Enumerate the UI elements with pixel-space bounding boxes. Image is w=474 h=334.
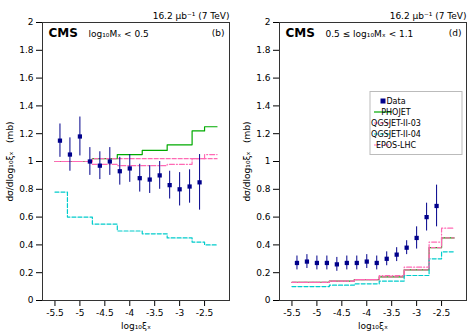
svg-text:QGSJET-II-04: QGSJET-II-04	[371, 130, 421, 139]
svg-text:-5: -5	[312, 308, 321, 318]
svg-text:1.4: 1.4	[19, 101, 34, 111]
svg-text:-4: -4	[125, 308, 134, 318]
svg-text:-4.5: -4.5	[333, 308, 351, 318]
svg-text:16.2 μb⁻¹ (7 TeV): 16.2 μb⁻¹ (7 TeV)	[153, 11, 230, 21]
svg-text:CMS: CMS	[49, 26, 78, 40]
svg-text:PHOJET: PHOJET	[381, 108, 411, 117]
svg-text:CMS: CMS	[286, 26, 315, 40]
svg-text:Data: Data	[386, 97, 405, 106]
svg-text:2: 2	[265, 17, 271, 27]
svg-text:1.6: 1.6	[256, 73, 271, 83]
svg-text:0.6: 0.6	[256, 212, 271, 222]
svg-text:dσ/dlog₁₀ξₓ (mb): dσ/dlog₁₀ξₓ (mb)	[5, 121, 15, 201]
svg-text:-5: -5	[75, 308, 84, 318]
svg-text:16.2 μb⁻¹ (7 TeV): 16.2 μb⁻¹ (7 TeV)	[390, 11, 467, 21]
svg-text:-2.5: -2.5	[196, 308, 214, 318]
svg-text:-5.5: -5.5	[46, 308, 64, 318]
svg-text:2: 2	[28, 17, 34, 27]
svg-text:log₁₀ξₓ: log₁₀ξₓ	[121, 321, 151, 331]
svg-text:EPOS-LHC: EPOS-LHC	[376, 141, 417, 150]
svg-text:QGSJET-II-03: QGSJET-II-03	[371, 119, 421, 128]
svg-text:1.8: 1.8	[256, 45, 271, 55]
svg-text:-4: -4	[362, 308, 371, 318]
svg-text:1.8: 1.8	[19, 45, 34, 55]
svg-text:-2.5: -2.5	[433, 308, 451, 318]
svg-text:1.2: 1.2	[19, 129, 33, 139]
svg-text:0: 0	[28, 295, 34, 305]
svg-text:-3.5: -3.5	[383, 308, 401, 318]
svg-text:log₁₀ξₓ: log₁₀ξₓ	[358, 321, 388, 331]
svg-text:-3.5: -3.5	[146, 308, 164, 318]
svg-text:1.6: 1.6	[19, 73, 34, 83]
svg-text:1: 1	[28, 156, 34, 166]
svg-text:0: 0	[265, 295, 271, 305]
svg-text:0.6: 0.6	[19, 212, 34, 222]
svg-text:0.2: 0.2	[256, 268, 270, 278]
svg-text:(b): (b)	[212, 28, 225, 38]
svg-text:log₁₀Mₓ < 0.5: log₁₀Mₓ < 0.5	[89, 29, 149, 39]
svg-text:1: 1	[265, 156, 271, 166]
svg-text:0.5 ≤ log₁₀Mₓ < 1.1: 0.5 ≤ log₁₀Mₓ < 1.1	[326, 29, 414, 39]
svg-text:-3: -3	[412, 308, 421, 318]
svg-text:-3: -3	[175, 308, 184, 318]
svg-text:0.8: 0.8	[19, 184, 34, 194]
svg-text:0.2: 0.2	[19, 268, 33, 278]
svg-text:0.4: 0.4	[19, 240, 34, 250]
svg-text:0.4: 0.4	[256, 240, 271, 250]
svg-text:dσ/dlog₁₀ξₓ (mb): dσ/dlog₁₀ξₓ (mb)	[242, 121, 252, 201]
svg-text:(d): (d)	[449, 28, 462, 38]
svg-text:1.4: 1.4	[256, 101, 271, 111]
svg-text:-4.5: -4.5	[96, 308, 114, 318]
svg-text:1.2: 1.2	[256, 129, 270, 139]
svg-text:0.8: 0.8	[256, 184, 271, 194]
svg-text:-5.5: -5.5	[283, 308, 301, 318]
